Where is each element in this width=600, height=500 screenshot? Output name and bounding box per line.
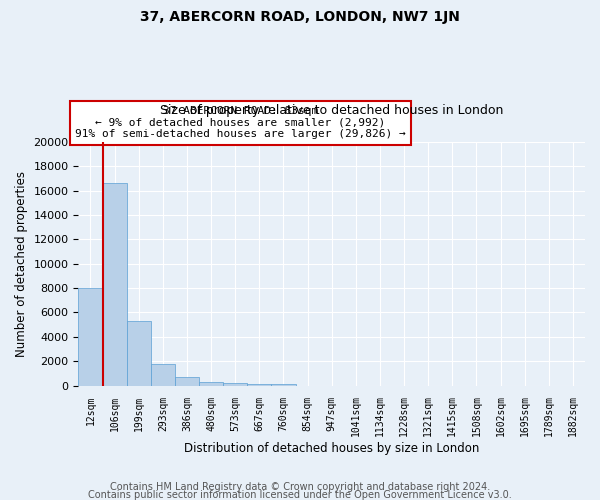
Bar	[223, 383, 247, 386]
Bar	[103, 183, 127, 386]
X-axis label: Distribution of detached houses by size in London: Distribution of detached houses by size …	[184, 442, 479, 455]
Bar	[175, 377, 199, 386]
Text: 37 ABERCORN ROAD: 83sqm
← 9% of detached houses are smaller (2,992)
91% of semi-: 37 ABERCORN ROAD: 83sqm ← 9% of detached…	[75, 106, 406, 140]
Bar	[271, 384, 296, 386]
Y-axis label: Number of detached properties: Number of detached properties	[15, 170, 28, 356]
Bar	[199, 382, 223, 386]
Bar	[151, 364, 175, 386]
Bar	[79, 288, 103, 386]
Title: Size of property relative to detached houses in London: Size of property relative to detached ho…	[160, 104, 503, 117]
Bar	[127, 321, 151, 386]
Text: Contains HM Land Registry data © Crown copyright and database right 2024.: Contains HM Land Registry data © Crown c…	[110, 482, 490, 492]
Bar	[247, 384, 271, 386]
Text: Contains public sector information licensed under the Open Government Licence v3: Contains public sector information licen…	[88, 490, 512, 500]
Text: 37, ABERCORN ROAD, LONDON, NW7 1JN: 37, ABERCORN ROAD, LONDON, NW7 1JN	[140, 10, 460, 24]
